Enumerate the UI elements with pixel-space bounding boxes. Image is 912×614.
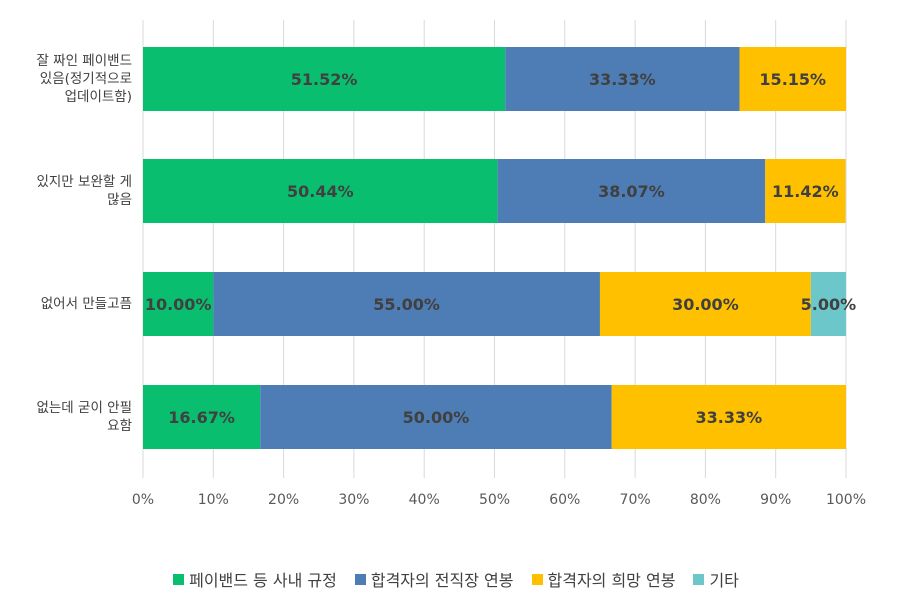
bar-value-label: 51.52% <box>291 70 358 89</box>
bar-value-label: 5.00% <box>801 295 857 314</box>
y-category-label-line: 잘 짜인 페이밴드 <box>36 53 132 69</box>
y-category-label-line: 없어서 만들고픔 <box>40 296 132 312</box>
x-tick-label: 50% <box>479 492 510 508</box>
x-tick-label: 60% <box>549 492 580 508</box>
bar-segment <box>143 159 498 223</box>
bar-segment <box>505 47 740 111</box>
bars <box>143 47 846 449</box>
legend-item: 합격자의 전직장 연봉 <box>354 567 514 591</box>
bar-value-label: 50.44% <box>287 182 354 201</box>
bar-segment <box>765 159 846 223</box>
legend: 페이밴드 등 사내 규정 합격자의 전직장 연봉 합격자의 희망 연봉 기타 <box>0 567 912 591</box>
x-tick-label: 20% <box>268 492 299 508</box>
y-category-label-line: 있지만 보완할 게 <box>36 174 132 190</box>
bar-value-label: 38.07% <box>598 182 665 201</box>
y-category-label-line: 업데이트함) <box>64 89 132 105</box>
legend-swatch <box>354 573 366 585</box>
bar-value-label: 15.15% <box>759 70 826 89</box>
bar-segment <box>260 385 612 449</box>
y-category-label-line: 없는데 굳이 안필 <box>36 400 132 416</box>
bar-value-label: 50.00% <box>403 408 470 427</box>
bar-value-label: 10.00% <box>145 295 212 314</box>
x-tick-label: 40% <box>409 492 440 508</box>
legend-item: 합격자의 희망 연봉 <box>531 567 676 591</box>
bar-segment <box>497 159 766 223</box>
y-category-label-line: 있음(정기적으로 <box>39 71 132 87</box>
y-category-label: 없어서 만들고픔 <box>0 295 132 313</box>
bar-segment <box>143 272 214 336</box>
legend-item: 페이밴드 등 사내 규정 <box>173 567 337 591</box>
legend-label: 합격자의 전직장 연봉 <box>370 571 514 590</box>
x-tick-label: 90% <box>760 492 791 508</box>
legend-label: 합격자의 희망 연봉 <box>547 571 676 590</box>
bar-segment <box>599 272 811 336</box>
y-category-label-line: 많음 <box>107 192 132 208</box>
x-tick-label: 30% <box>338 492 369 508</box>
x-tick-label: 10% <box>198 492 229 508</box>
bar-value-label: 11.42% <box>772 182 839 201</box>
legend-label: 페이밴드 등 사내 규정 <box>189 571 337 590</box>
bar-segment <box>810 272 846 336</box>
bar-value-labels: 51.52% 33.33% 15.15% 50.44% 38.07% 11.42% 10.0… <box>145 70 856 427</box>
y-category-label-line: 요함 <box>107 418 132 434</box>
x-tick-label: 80% <box>690 492 721 508</box>
legend-swatch <box>693 573 705 585</box>
legend-label: 기타 <box>709 571 739 590</box>
x-tick-label: 70% <box>620 492 651 508</box>
legend-item: 기타 <box>693 567 739 591</box>
x-axis-tick-labels: 0% 10% 20% 30% 40% 50% 60% 70% 80% 90% 100% <box>132 492 866 508</box>
bar-segment <box>739 47 846 111</box>
bar-value-label: 30.00% <box>672 295 739 314</box>
bar-segment <box>143 47 506 111</box>
bar-segment <box>143 385 261 449</box>
legend-swatch <box>531 573 543 585</box>
legend-swatch <box>173 573 185 585</box>
bar-value-label: 33.33% <box>696 408 763 427</box>
x-tick-label: 100% <box>826 492 866 508</box>
bar-value-label: 33.33% <box>589 70 656 89</box>
bar-segment <box>611 385 846 449</box>
bar-value-label: 55.00% <box>373 295 440 314</box>
bar-value-label: 16.67% <box>168 408 235 427</box>
x-tick-label: 0% <box>132 492 154 508</box>
bar-segment <box>213 272 600 336</box>
